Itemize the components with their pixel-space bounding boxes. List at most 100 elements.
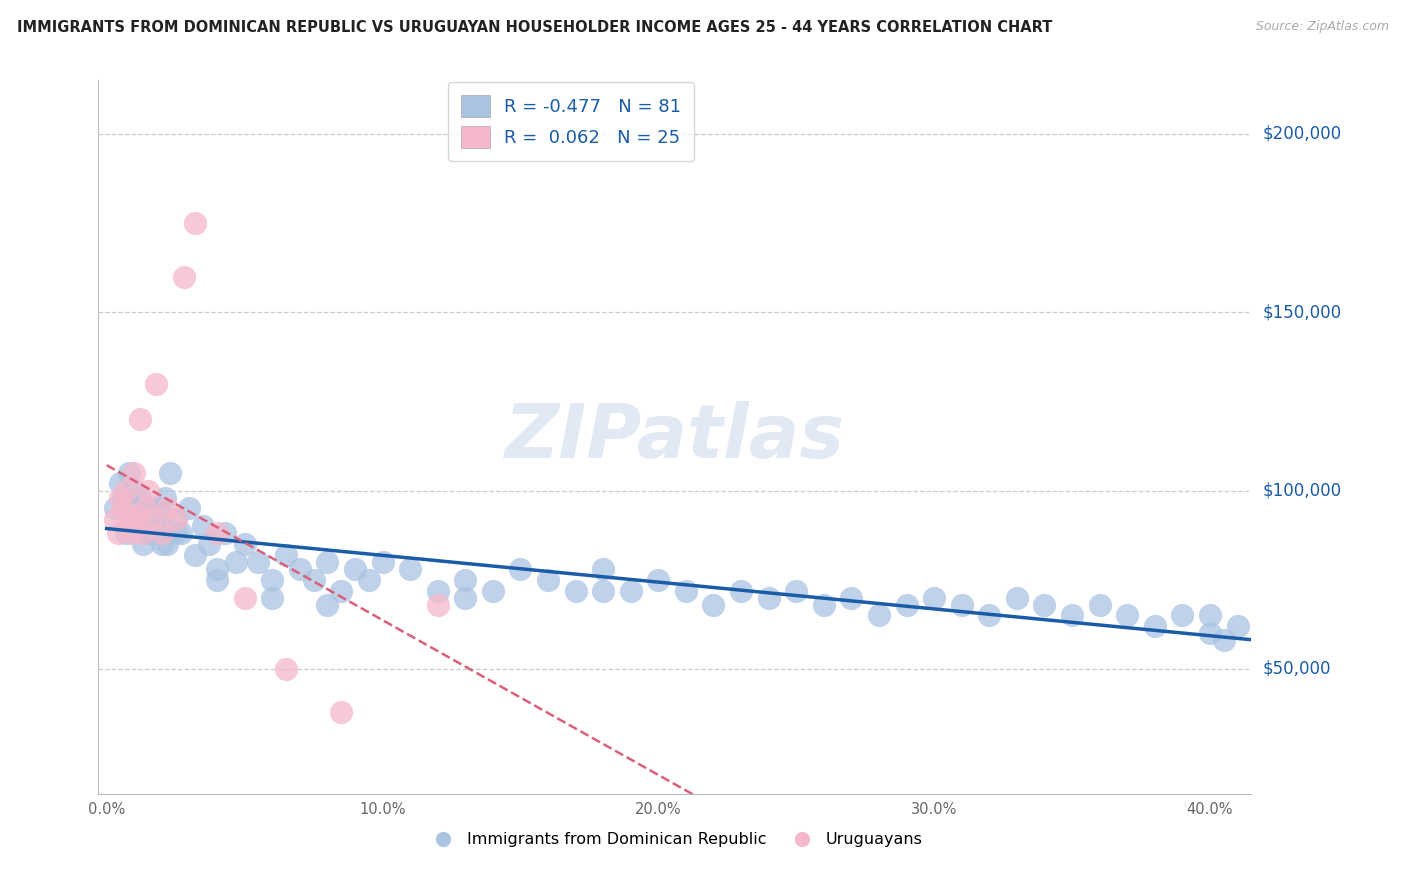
Point	[184, 216, 207, 230]
Point	[675, 583, 697, 598]
Point	[785, 583, 807, 598]
Legend: Immigrants from Dominican Republic, Uruguayans: Immigrants from Dominican Republic, Urug…	[420, 826, 929, 854]
Point	[262, 573, 284, 587]
Point	[426, 598, 449, 612]
Point	[179, 501, 201, 516]
Text: ZIPatlas: ZIPatlas	[505, 401, 845, 474]
Point	[128, 412, 150, 426]
Point	[150, 537, 173, 551]
Point	[115, 526, 138, 541]
Point	[702, 598, 724, 612]
Point	[509, 562, 531, 576]
Point	[124, 501, 146, 516]
Point	[150, 519, 173, 533]
Point	[214, 526, 236, 541]
Point	[426, 583, 449, 598]
Point	[139, 512, 162, 526]
Point	[950, 598, 973, 612]
Point	[316, 598, 339, 612]
Point	[104, 501, 127, 516]
Point	[153, 491, 176, 505]
Point	[124, 466, 146, 480]
Point	[142, 512, 165, 526]
Point	[136, 483, 159, 498]
Text: $200,000: $200,000	[1263, 125, 1341, 143]
Point	[1116, 608, 1139, 623]
Point	[110, 476, 132, 491]
Point	[125, 519, 148, 533]
Point	[316, 555, 339, 569]
Point	[104, 512, 127, 526]
Point	[165, 526, 187, 541]
Point	[262, 591, 284, 605]
Point	[205, 573, 228, 587]
Point	[274, 548, 297, 562]
Point	[592, 562, 614, 576]
Point	[134, 501, 156, 516]
Point	[115, 483, 138, 498]
Point	[110, 491, 132, 505]
Text: $50,000: $50,000	[1263, 660, 1331, 678]
Point	[205, 526, 228, 541]
Point	[454, 591, 477, 605]
Point	[128, 491, 150, 505]
Point	[1143, 619, 1166, 633]
Point	[165, 512, 187, 526]
Point	[288, 562, 311, 576]
Point	[1212, 633, 1234, 648]
Point	[330, 705, 353, 719]
Point	[170, 526, 193, 541]
Point	[1171, 608, 1194, 623]
Point	[225, 555, 247, 569]
Point	[121, 512, 143, 526]
Point	[1033, 598, 1056, 612]
Point	[233, 537, 256, 551]
Point	[371, 555, 394, 569]
Text: $150,000: $150,000	[1263, 303, 1341, 321]
Point	[233, 591, 256, 605]
Point	[205, 562, 228, 576]
Point	[922, 591, 945, 605]
Point	[136, 526, 159, 541]
Point	[1199, 608, 1222, 623]
Point	[193, 519, 215, 533]
Point	[107, 526, 129, 541]
Point	[150, 526, 173, 541]
Point	[454, 573, 477, 587]
Text: IMMIGRANTS FROM DOMINICAN REPUBLIC VS URUGUAYAN HOUSEHOLDER INCOME AGES 25 - 44 : IMMIGRANTS FROM DOMINICAN REPUBLIC VS UR…	[17, 20, 1052, 35]
Point	[302, 573, 325, 587]
Point	[399, 562, 422, 576]
Point	[758, 591, 780, 605]
Point	[1088, 598, 1111, 612]
Point	[730, 583, 752, 598]
Point	[1060, 608, 1083, 623]
Point	[1226, 619, 1249, 633]
Point	[124, 483, 146, 498]
Point	[173, 269, 195, 284]
Point	[118, 466, 141, 480]
Point	[145, 526, 167, 541]
Point	[647, 573, 669, 587]
Point	[118, 508, 141, 523]
Point	[274, 662, 297, 676]
Point	[564, 583, 586, 598]
Text: $100,000: $100,000	[1263, 482, 1341, 500]
Point	[620, 583, 643, 598]
Point	[592, 583, 614, 598]
Point	[131, 526, 153, 541]
Point	[131, 537, 153, 551]
Point	[813, 598, 835, 612]
Point	[159, 466, 181, 480]
Point	[156, 501, 179, 516]
Point	[121, 526, 143, 541]
Point	[357, 573, 380, 587]
Point	[896, 598, 918, 612]
Point	[1199, 626, 1222, 640]
Point	[247, 555, 270, 569]
Point	[139, 501, 162, 516]
Point	[165, 512, 187, 526]
Point	[330, 583, 353, 598]
Point	[1005, 591, 1028, 605]
Point	[112, 501, 135, 516]
Point	[841, 591, 863, 605]
